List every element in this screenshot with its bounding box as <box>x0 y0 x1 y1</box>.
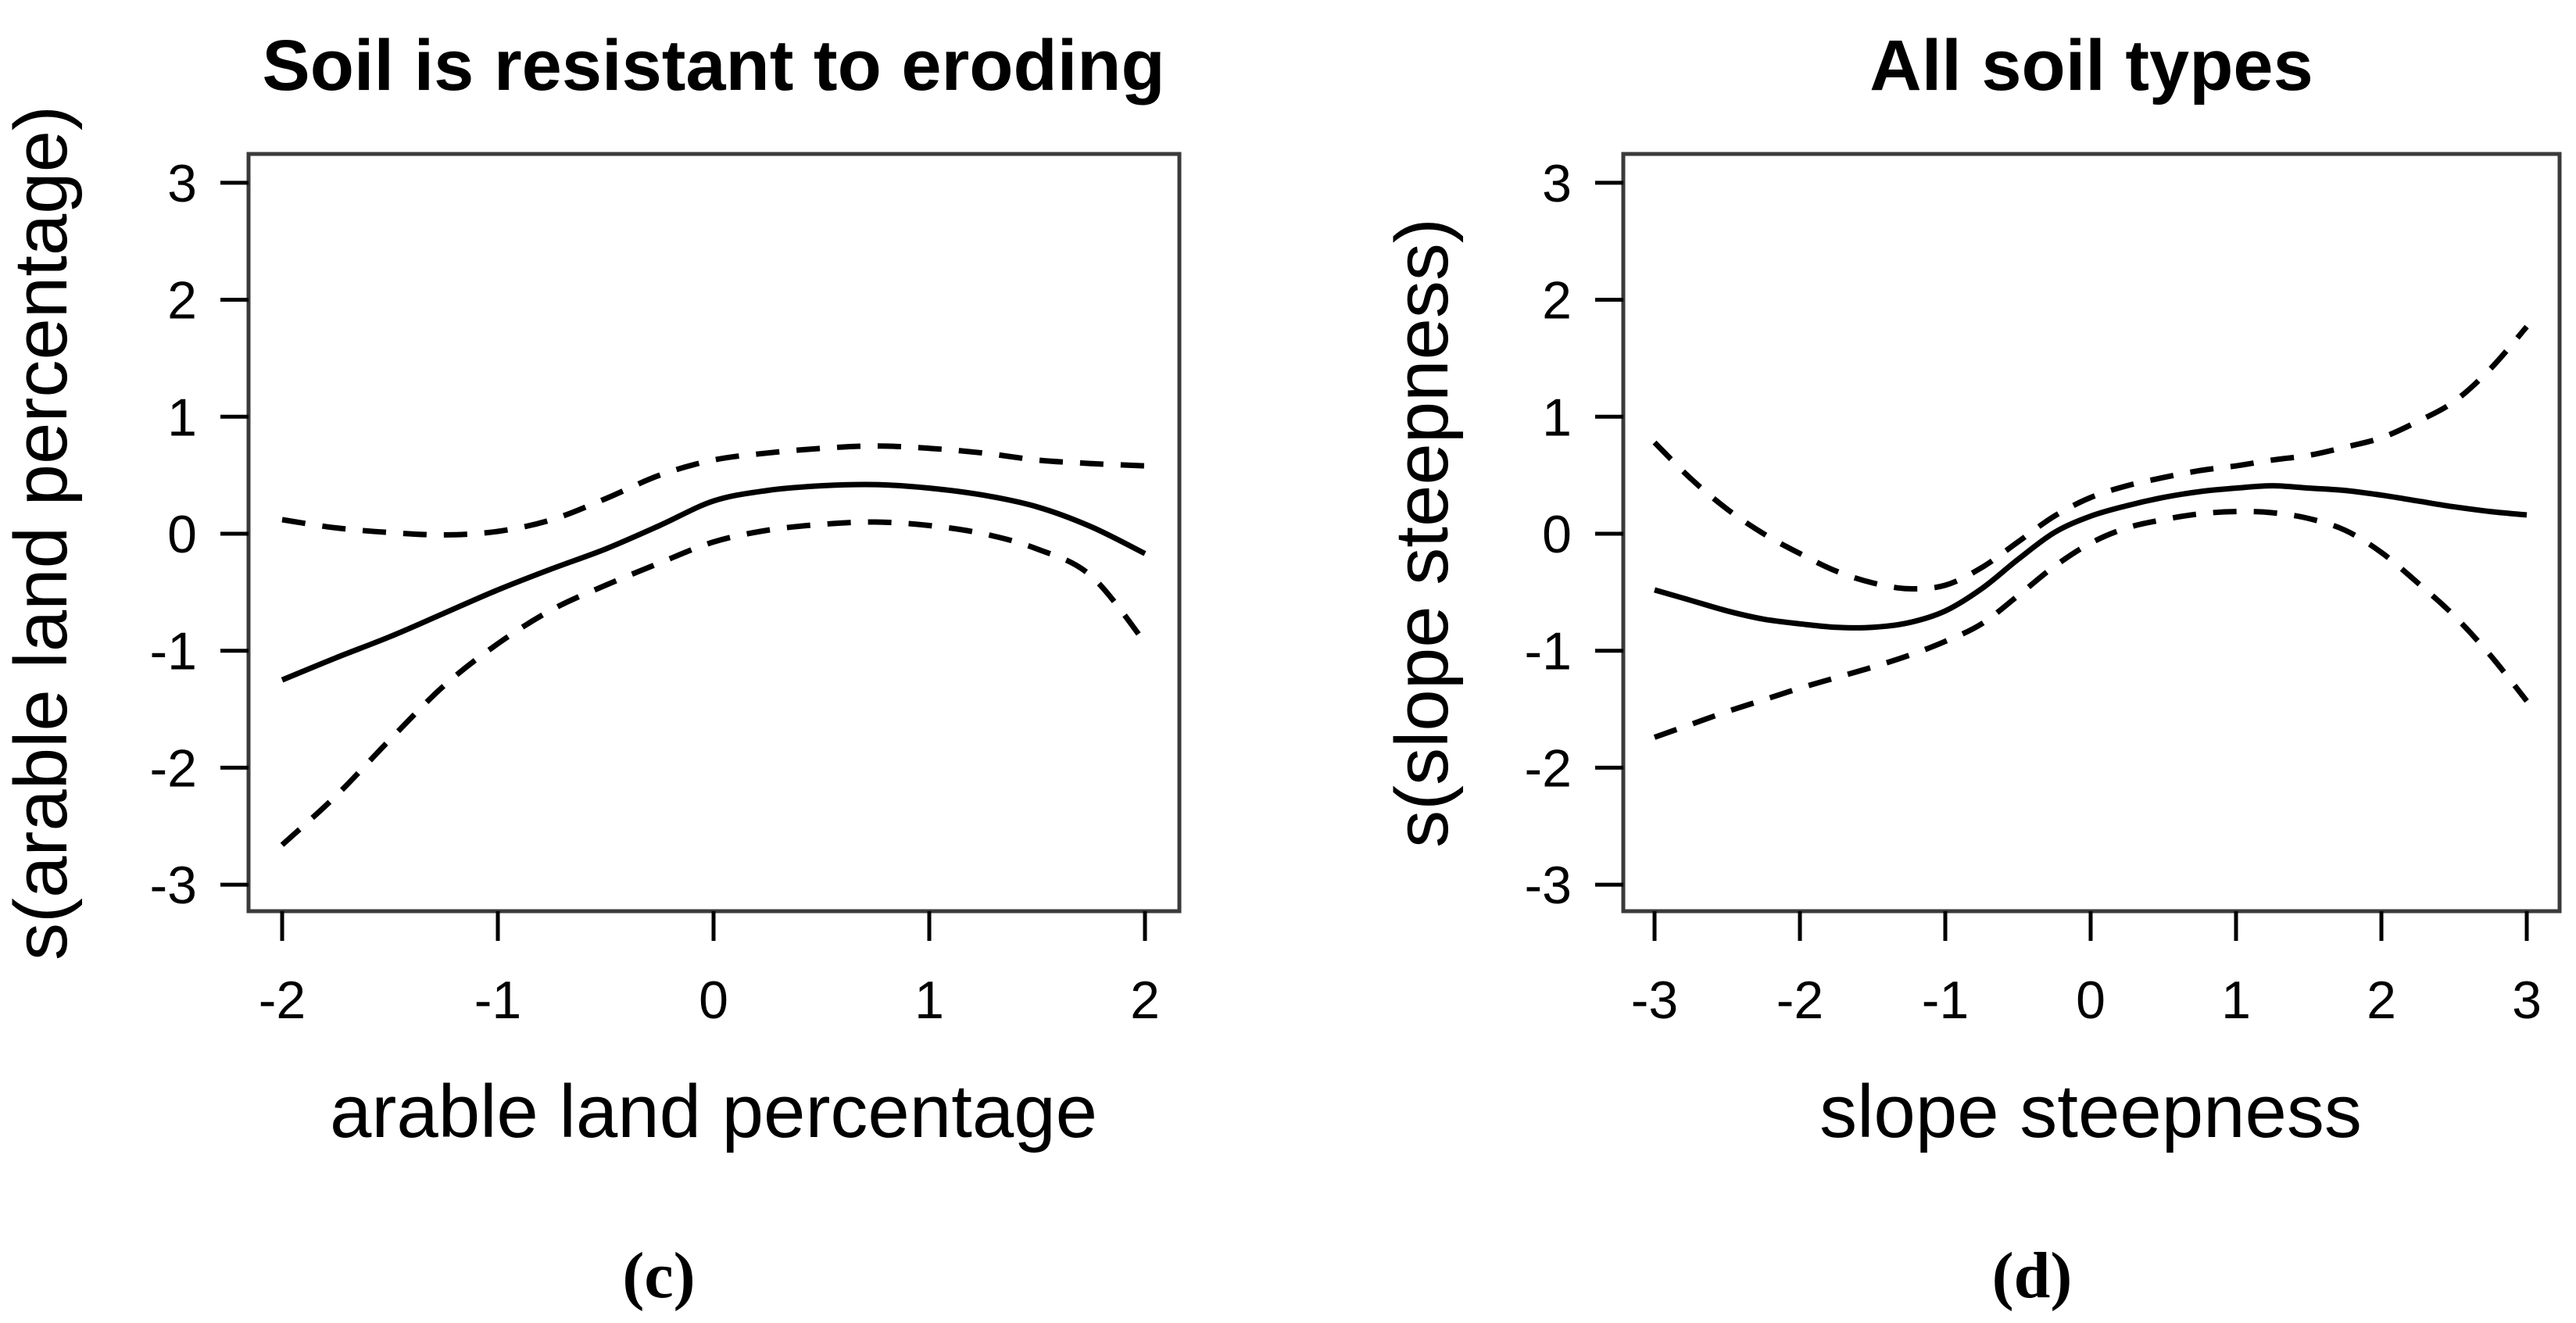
y-tick-label: -1 <box>1525 622 1572 681</box>
confidence-band-line <box>1653 508 2529 740</box>
x-tick-label: 1 <box>914 971 944 1030</box>
y-tick-label: -3 <box>150 856 197 915</box>
y-tick-label: 3 <box>167 154 197 213</box>
panel-d-title: All soil types <box>1869 26 2313 105</box>
x-tick-label: -2 <box>1776 971 1823 1030</box>
x-tick-label: -1 <box>1922 971 1969 1030</box>
y-tick-label: -2 <box>1525 738 1572 798</box>
y-tick-label: 1 <box>1542 388 1572 447</box>
x-tick-label: -2 <box>259 971 306 1030</box>
panel-d-tag: (d) <box>1992 1239 2073 1312</box>
panel-d-x-axis-label: slope steepness <box>1819 1070 2362 1153</box>
panel-c-x-axis-label: arable land percentage <box>330 1070 1097 1153</box>
panel-d: All soil types 3 2 1 0 -1 -2 -3 -3 -2 -1 0 1 2 3 slo… <box>1380 26 2562 1312</box>
fit-line <box>1654 483 2528 631</box>
confidence-band-line <box>1652 324 2529 592</box>
y-tick-label: -3 <box>1525 856 1572 915</box>
panel-c: Soil is resistant to eroding 3210-1-2-3 … <box>0 26 1182 1312</box>
x-tick-label: 2 <box>2367 971 2396 1030</box>
panel-c-y-axis-label: s(arable land percentage) <box>0 105 83 960</box>
y-tick-label: 3 <box>1542 154 1572 213</box>
panel-c-tag: (c) <box>622 1239 695 1312</box>
x-tick-label: 0 <box>2076 971 2106 1030</box>
y-tick-label: 0 <box>1542 505 1572 564</box>
y-tick-label: 2 <box>1542 271 1572 331</box>
x-tick-label: -1 <box>474 971 521 1030</box>
y-tick-label: -1 <box>150 622 197 681</box>
panel-d-curves <box>1652 324 2529 740</box>
x-tick-label: -3 <box>1631 971 1678 1030</box>
y-tick-label: -2 <box>150 738 197 798</box>
x-tick-label: 0 <box>699 971 728 1030</box>
panel-c-title: Soil is resistant to eroding <box>262 26 1165 105</box>
panel-c-plot-frame <box>246 152 1182 914</box>
panel-d-y-ticks: 3 2 1 0 -1 -2 -3 <box>1525 154 1623 915</box>
confidence-band-line <box>281 443 1146 538</box>
panel-c-y-ticks: 3 2 1 0 -1 -2 -3 <box>150 154 249 915</box>
x-tick-label: 1 <box>2221 971 2251 1030</box>
panel-d-y-axis-label: s(slope steepness) <box>1380 218 1464 848</box>
panel-c-x-ticks: -2 -1 0 1 2 <box>259 911 1160 1030</box>
panel-d-x-ticks: -3 -2 -1 0 1 2 3 <box>1631 911 2542 1030</box>
y-tick-label: 1 <box>167 388 197 447</box>
y-tick-label: 0 <box>167 505 197 564</box>
confidence-band-line <box>280 519 1147 847</box>
x-tick-label: 2 <box>1130 971 1160 1030</box>
panel-c-curves <box>280 443 1147 847</box>
fit-line <box>281 481 1147 683</box>
x-tick-label: 3 <box>2512 971 2542 1030</box>
y-tick-label: 2 <box>167 271 197 331</box>
